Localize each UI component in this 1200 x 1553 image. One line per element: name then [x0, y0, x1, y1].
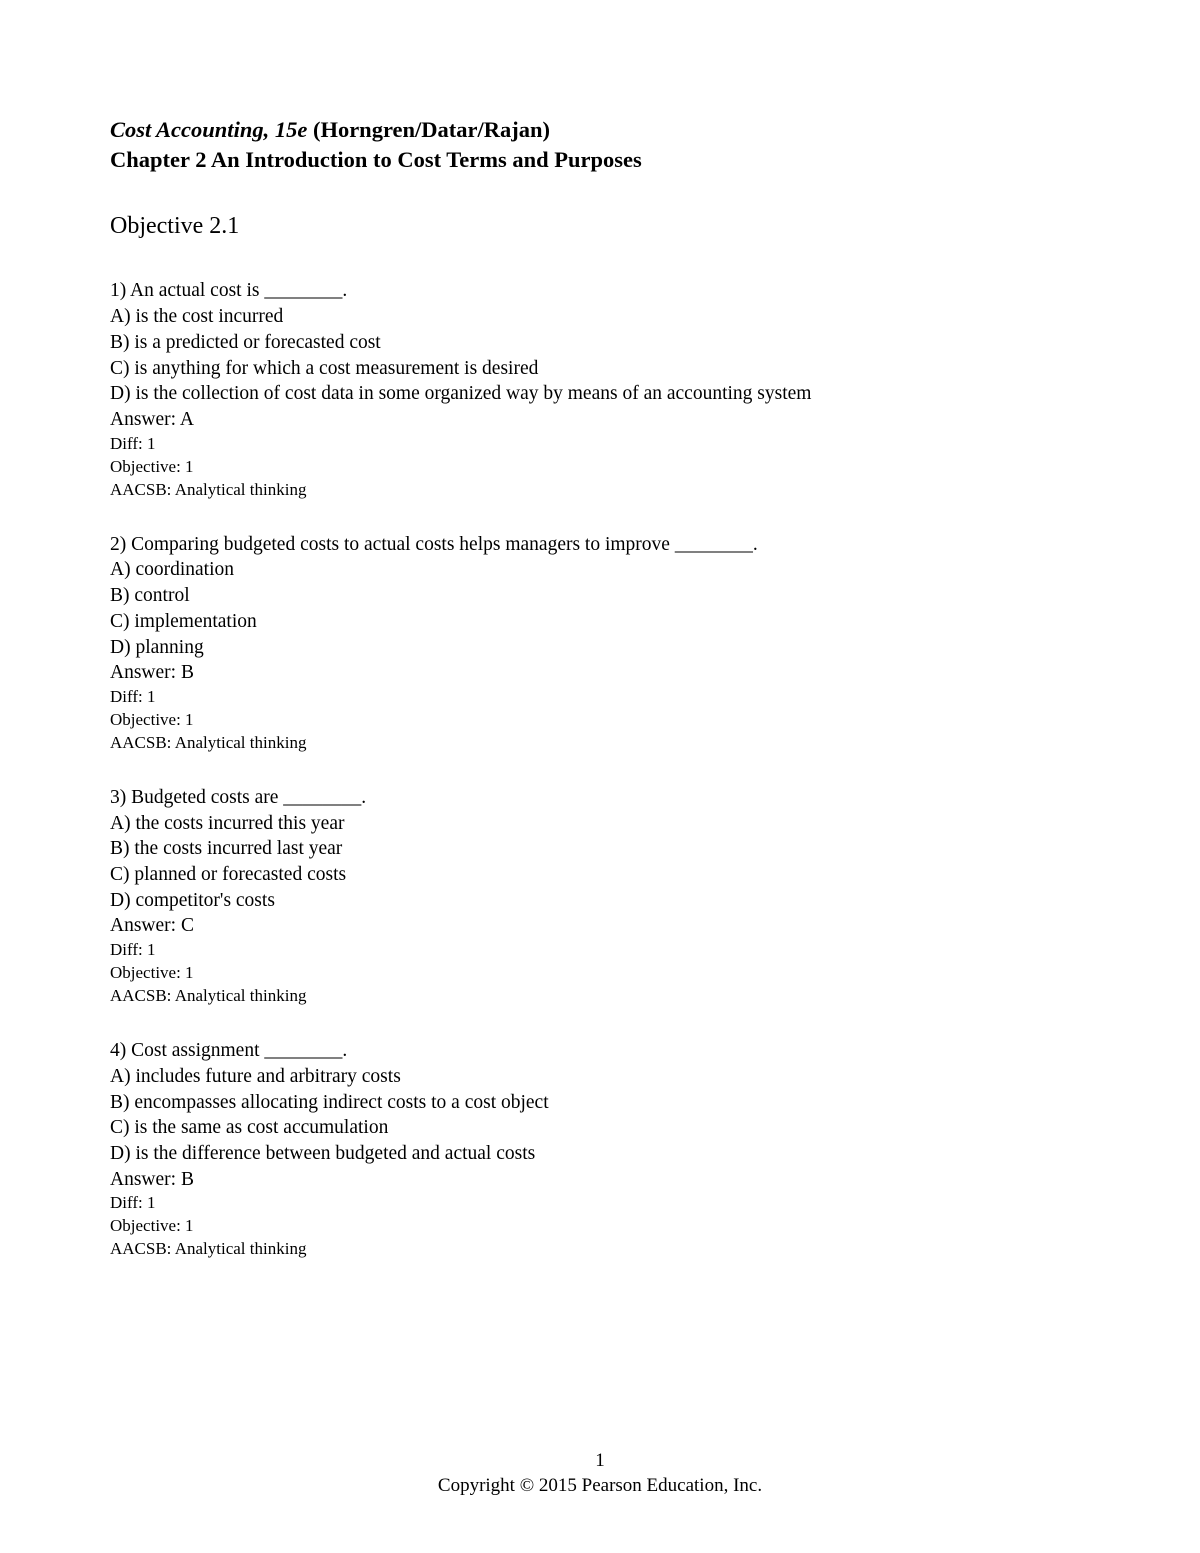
- question-option: C) is the same as cost accumulation: [110, 1115, 1090, 1141]
- page-footer: 1 Copyright © 2015 Pearson Education, In…: [0, 1448, 1200, 1499]
- question-option: D) planning: [110, 635, 1090, 661]
- question-meta: AACSB: Analytical thinking: [110, 732, 1090, 755]
- question-meta: Objective: 1: [110, 456, 1090, 479]
- question-option: D) is the collection of cost data in som…: [110, 381, 1090, 407]
- question-stem: 1) An actual cost is ________.: [110, 278, 1090, 304]
- question-meta: Diff: 1: [110, 433, 1090, 456]
- question-answer: Answer: B: [110, 1167, 1090, 1193]
- question-meta: AACSB: Analytical thinking: [110, 985, 1090, 1008]
- book-title: Cost Accounting, 15e: [110, 117, 307, 142]
- question-option: A) is the cost incurred: [110, 304, 1090, 330]
- question-meta: AACSB: Analytical thinking: [110, 1238, 1090, 1261]
- question-stem: 2) Comparing budgeted costs to actual co…: [110, 532, 1090, 558]
- question-option: B) the costs incurred last year: [110, 836, 1090, 862]
- question-answer: Answer: B: [110, 660, 1090, 686]
- question-option: D) is the difference between budgeted an…: [110, 1141, 1090, 1167]
- chapter-title: Chapter 2 An Introduction to Cost Terms …: [110, 147, 1090, 173]
- question-block: 1) An actual cost is ________. A) is the…: [110, 278, 1090, 501]
- question-option: C) implementation: [110, 609, 1090, 635]
- question-stem: 4) Cost assignment ________.: [110, 1038, 1090, 1064]
- question-answer: Answer: A: [110, 407, 1090, 433]
- question-option: B) encompasses allocating indirect costs…: [110, 1090, 1090, 1116]
- question-meta: Diff: 1: [110, 686, 1090, 709]
- question-block: 4) Cost assignment ________. A) includes…: [110, 1038, 1090, 1261]
- question-meta: Diff: 1: [110, 1192, 1090, 1215]
- question-option: B) control: [110, 583, 1090, 609]
- question-block: 2) Comparing budgeted costs to actual co…: [110, 532, 1090, 755]
- question-option: A) the costs incurred this year: [110, 811, 1090, 837]
- question-meta: Objective: 1: [110, 962, 1090, 985]
- objective-heading: Objective 2.1: [110, 213, 1090, 240]
- question-option: A) coordination: [110, 557, 1090, 583]
- question-block: 3) Budgeted costs are ________. A) the c…: [110, 785, 1090, 1008]
- question-meta: Diff: 1: [110, 939, 1090, 962]
- question-meta: Objective: 1: [110, 709, 1090, 732]
- question-meta: Objective: 1: [110, 1215, 1090, 1238]
- question-option: D) competitor's costs: [110, 888, 1090, 914]
- question-meta: AACSB: Analytical thinking: [110, 479, 1090, 502]
- question-option: C) is anything for which a cost measurem…: [110, 356, 1090, 382]
- book-authors: (Horngren/Datar/Rajan): [307, 117, 550, 142]
- question-option: C) planned or forecasted costs: [110, 862, 1090, 888]
- book-header-line: Cost Accounting, 15e (Horngren/Datar/Raj…: [110, 115, 1090, 145]
- document-page: Cost Accounting, 15e (Horngren/Datar/Raj…: [0, 0, 1200, 1553]
- question-option: A) includes future and arbitrary costs: [110, 1064, 1090, 1090]
- question-stem: 3) Budgeted costs are ________.: [110, 785, 1090, 811]
- page-number: 1: [0, 1448, 1200, 1474]
- question-answer: Answer: C: [110, 913, 1090, 939]
- copyright-text: Copyright © 2015 Pearson Education, Inc.: [0, 1473, 1200, 1499]
- question-option: B) is a predicted or forecasted cost: [110, 330, 1090, 356]
